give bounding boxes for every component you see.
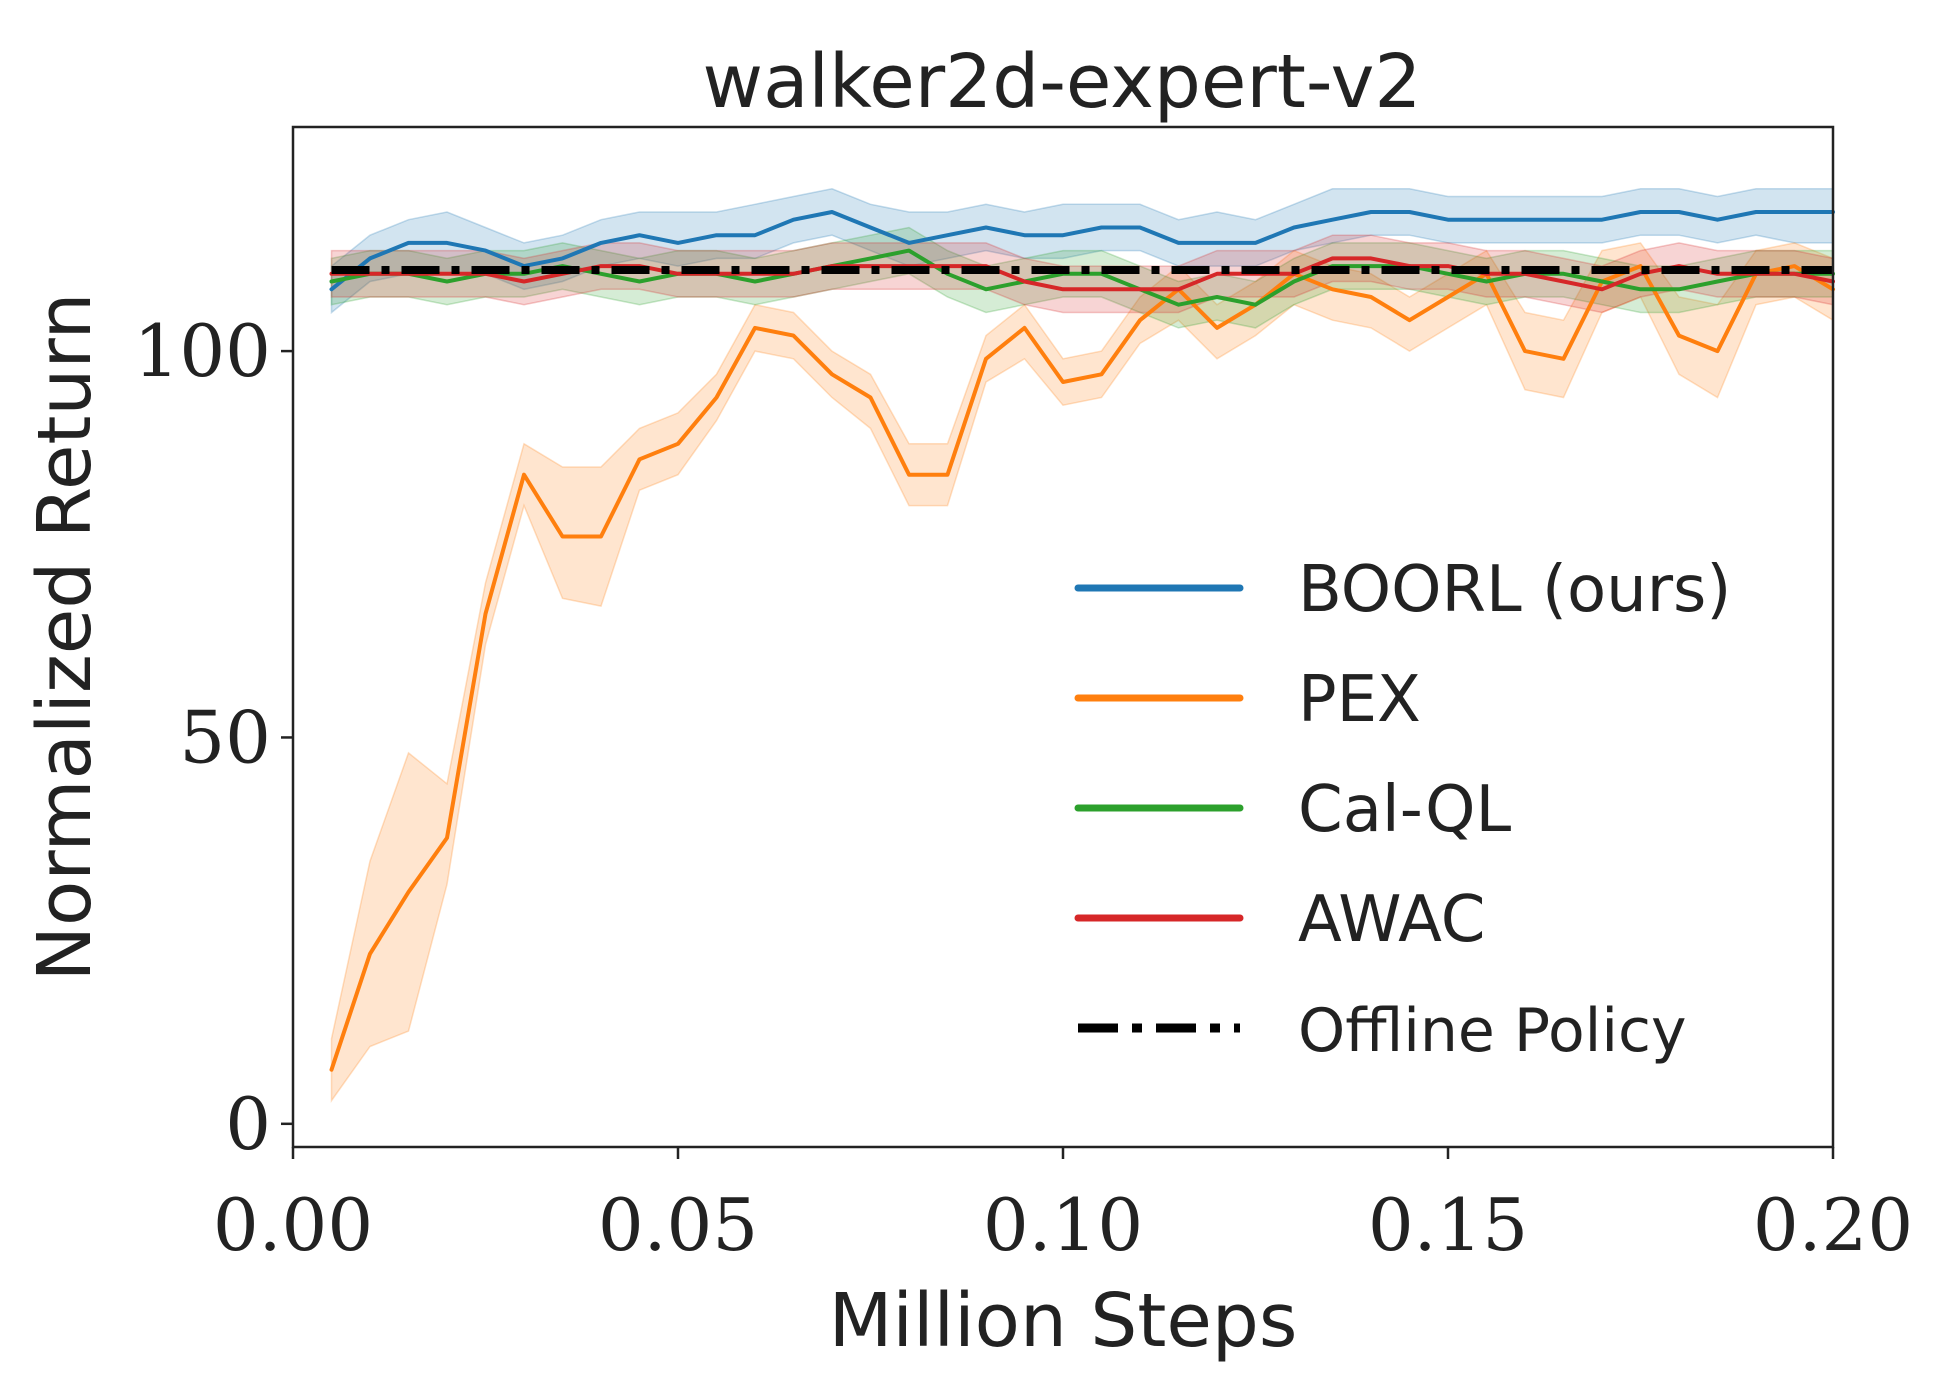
line-boorl-ours bbox=[329, 210, 1835, 292]
y-tick-label: 100 bbox=[134, 309, 271, 393]
x-tick-label: 0.05 bbox=[598, 1183, 758, 1267]
y-axis: 0 50 100 bbox=[134, 309, 293, 1166]
line-awac bbox=[329, 256, 1835, 292]
legend-label-pex: PEX bbox=[1298, 663, 1421, 737]
series-lines bbox=[329, 210, 1835, 1072]
x-tick-label: 0.00 bbox=[213, 1183, 373, 1267]
chart-title: walker2d-expert-v2 bbox=[703, 39, 1422, 125]
y-axis-label: Normalized Return bbox=[22, 293, 108, 982]
line-pex bbox=[329, 264, 1835, 1072]
confidence-bands bbox=[330, 188, 1834, 1103]
y-tick-label: 0 bbox=[225, 1082, 271, 1166]
x-tick-label: 0.20 bbox=[1753, 1183, 1913, 1267]
x-axis-label: Million Steps bbox=[829, 1278, 1298, 1364]
x-axis: 0.00 0.05 0.10 0.15 0.20 bbox=[213, 1147, 1913, 1267]
x-tick-label: 0.10 bbox=[983, 1183, 1143, 1267]
y-tick-label: 50 bbox=[179, 695, 271, 779]
x-tick-label: 0.15 bbox=[1368, 1183, 1528, 1267]
legend-label-offline-policy: Offline Policy bbox=[1298, 996, 1687, 1066]
legend-label-cal-ql: Cal-QL bbox=[1298, 773, 1512, 847]
band-pex bbox=[330, 242, 1834, 1103]
legend-label-boorl-ours: BOORL (ours) bbox=[1298, 553, 1731, 627]
legend-label-awac: AWAC bbox=[1298, 883, 1485, 957]
legend: BOORL (ours) PEX Cal-QL AWAC Offline Policy bbox=[1074, 553, 1731, 1066]
